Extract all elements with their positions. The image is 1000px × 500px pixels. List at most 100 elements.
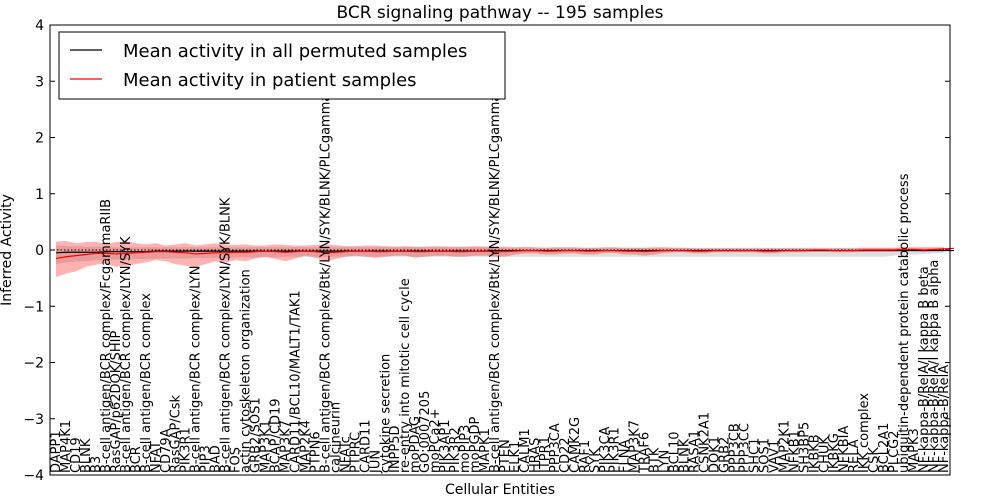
x-tick-label: ELK1: [508, 441, 523, 473]
y-tick-label: 4: [35, 18, 44, 34]
x-tick-label: NFKB1: [787, 430, 802, 473]
y-tick-label: 0: [35, 243, 44, 259]
x-tick-label: NFAT: [149, 441, 164, 473]
x-tick-label: B-cell antigen/BCR complex/LYN: [189, 266, 204, 473]
x-tick-label: PTEN: [498, 439, 513, 473]
x-tick-label: B-cell antigen/BCR complex/Btk/LYN/SYK/B…: [488, 85, 503, 473]
x-tick-label: CSNK2A1: [698, 412, 713, 473]
x-tick-label: RasGAP/Csk: [169, 394, 184, 473]
x-tick-label: FOS: [229, 447, 244, 473]
x-tick-label: ubiquitin-dependent protein catabolic pr…: [897, 173, 912, 473]
x-tick-label: B-cell antigen/BCR complex/FcgammaRIIB: [99, 199, 114, 473]
x-tick-label: RASA1: [688, 430, 703, 473]
legend: Mean activity in all permuted samples Me…: [58, 31, 506, 100]
x-tick-label: CARD11: [358, 419, 373, 473]
x-tick-label: NFATc: [338, 436, 353, 473]
x-tick-label: B3: [89, 456, 104, 473]
x-tick-label: NF-kappa-B/RelA/I kappa B beta: [917, 266, 932, 473]
y-tick-label: −1: [23, 299, 44, 315]
x-tick-label: PIK3AP1: [438, 420, 453, 473]
x-tick-label: CHUK: [817, 436, 832, 473]
x-tick-label: actin cytoskeleton organization: [239, 269, 254, 473]
y-tick-label: −4: [23, 468, 44, 484]
x-tick-label: LYN: [658, 450, 673, 473]
x-tick-label: PPP3CB: [727, 423, 742, 473]
x-tick-label: IKBKB: [807, 434, 822, 473]
series-line-patient: [55, 247, 955, 260]
x-tick-label: NF-kappa-B/RelA/I kappa B alpha: [927, 260, 942, 473]
x-tick-label: BCR: [129, 446, 144, 473]
legend-box: [58, 31, 506, 100]
legend-label-permuted: Mean activity in all permuted samples: [123, 41, 467, 62]
chart-title: BCR signaling pathway -- 195 samples: [336, 3, 663, 23]
x-tick-label: DAPP1: [49, 430, 64, 473]
x-tick-label: HRAS: [528, 438, 543, 473]
x-tick-label: RAF1: [578, 440, 593, 473]
x-tick-label: B-cell antigen/BCR complex/Btk/LYN/SYK/B…: [318, 85, 333, 473]
x-tick-label: PLCG2: [887, 430, 902, 473]
x-tick-label: GO:0007205: [418, 391, 433, 473]
x-tick-label: B-cell antigen/BCR complex/LYN/SYK/BLNK: [219, 197, 234, 473]
y-axis-label: Inferred Activity: [0, 194, 15, 306]
x-tick-label: RELA: [847, 439, 862, 473]
x-tick-label: MAP2K4: [298, 420, 313, 473]
x-tick-label: PTPRC: [348, 432, 363, 473]
x-tick-label: moPDAG: [408, 416, 423, 473]
x-tick-label: SYK: [588, 448, 603, 473]
x-tick-label: GRB2/SOS1: [249, 397, 264, 473]
x-tick-label: CD19: [69, 437, 84, 473]
x-tick-label: calcineurin: [328, 402, 343, 473]
x-tick-label: VAV1: [767, 440, 782, 473]
y-tick-label: −2: [23, 356, 44, 372]
x-tick-label: moPGDP: [468, 416, 483, 473]
x-tick-label: SH3BP5: [797, 422, 812, 473]
x-tick-label: CARD11/BCL10/MALT1/TAK1: [288, 290, 303, 473]
x-tick-label: B-cell antigen/BCR complex: [139, 293, 154, 473]
x-tick-label: IKK complex: [857, 393, 872, 473]
x-tick-label: MAP3K1: [259, 420, 274, 473]
x-tick-label: PPP3CA: [548, 423, 563, 473]
x-tick-label: GRB2: [717, 437, 732, 473]
legend-label-patient: Mean activity in patient samples: [123, 70, 417, 91]
x-tick-label: BAD: [209, 445, 224, 473]
x-tick-label: TRAF6: [638, 432, 653, 474]
y-tick-label: 2: [35, 131, 44, 147]
x-tick-label: PIK3R2: [448, 427, 463, 473]
y-tick-label: 3: [35, 74, 44, 90]
x-tick-label: cytokine secretion: [378, 354, 393, 473]
x-tick-label: moPIP3: [458, 425, 473, 473]
x-tick-label: FLNA: [618, 440, 633, 473]
x-axis-label: Cellular Entities: [445, 482, 555, 498]
x-tick-label: CSK: [867, 447, 882, 473]
x-tick-label: PIK3R1: [179, 427, 194, 473]
x-tick-label: ITPR1: [538, 436, 553, 473]
x-tick-label: IKBKG: [827, 433, 842, 473]
x-tick-label: CD22: [558, 437, 573, 473]
x-tick-label: NFKBIA: [837, 426, 852, 473]
x-tick-label: NF-kappa-B/RelA: [937, 365, 952, 473]
x-tick-label: PIP3: [199, 445, 214, 473]
x-tick-label: BCL10: [668, 431, 683, 473]
x-tick-label: MAP3K7: [278, 420, 293, 473]
x-tick-label: moPCa2+: [428, 408, 443, 473]
x-tick-label: PIK3R1: [608, 427, 623, 473]
y-axis: −4 −3 −2 −1 0 1 2 3 4: [23, 18, 950, 484]
x-tick-label: JUN: [368, 450, 383, 474]
x-tick-label: PPP3CC: [737, 423, 752, 473]
x-tick-label: re-entry into mitotic cell cycle: [398, 278, 413, 473]
x-tick-label: MAP4K1: [59, 420, 74, 473]
x-tick-label: BTK: [648, 447, 663, 473]
x-tick-label: BLNK: [678, 438, 693, 473]
x-tick-label: MAP3K7: [628, 420, 643, 473]
series-lines: [55, 247, 955, 260]
x-tick-label: MAPK1: [478, 428, 493, 473]
x-tick-label: CAMK2G: [568, 417, 583, 473]
x-tick-label: B-cell antigen/BCR complex/LYN/SYK: [119, 236, 134, 473]
x-tick-label: PIK3CA: [598, 426, 613, 473]
x-tick-label: BLNK: [79, 438, 94, 473]
x-tick-label: MAPK3: [907, 428, 922, 473]
x-tick-label: PTPN6: [308, 431, 323, 473]
x-tick-label: INPP5D: [388, 425, 403, 473]
